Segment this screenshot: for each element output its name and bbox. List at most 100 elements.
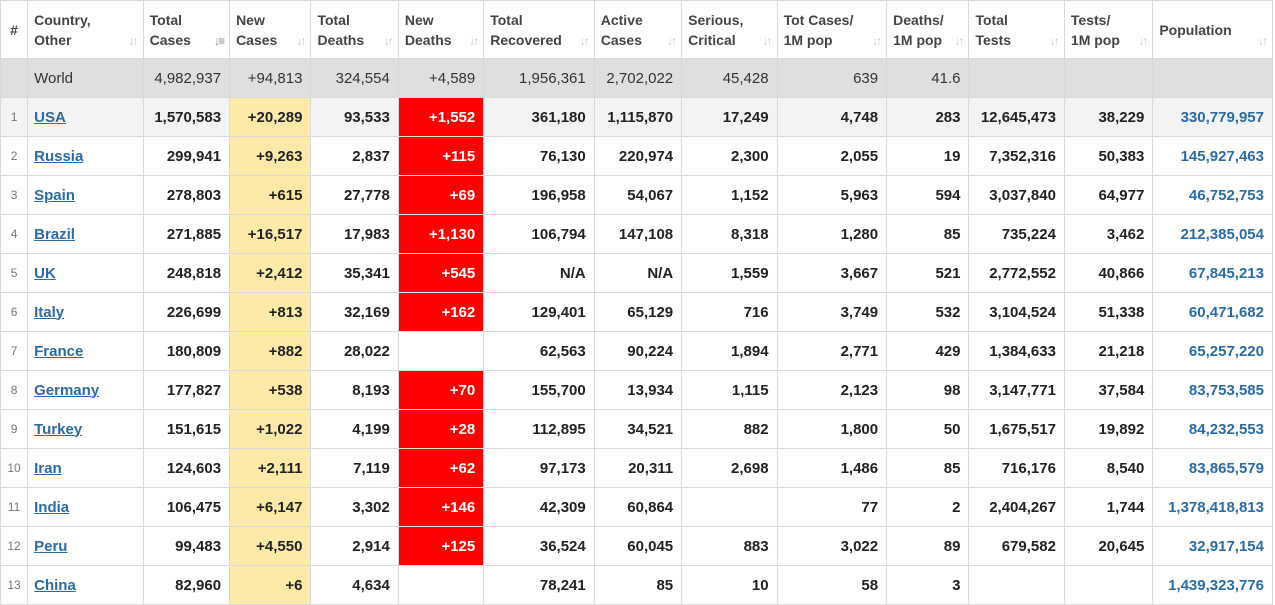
serious-cell: 716: [681, 292, 778, 332]
sort-arrows-icon[interactable]: ↓↑: [383, 34, 394, 48]
new-deaths-cell: [397, 331, 485, 371]
column-header-label: Tests/: [1070, 11, 1111, 28]
sort-arrows-icon[interactable]: ↓↑: [762, 34, 773, 48]
column-header-total-cases[interactable]: Total Cases ↓≡: [142, 0, 231, 59]
country-link[interactable]: India: [34, 498, 70, 516]
total-recovered-cell: 112,895: [483, 409, 595, 449]
country-cell: Turkey: [27, 409, 144, 449]
total-recovered-cell: N/A: [483, 253, 595, 293]
total-tests-cell: 679,582: [968, 526, 1065, 566]
column-header-tests-per-1m[interactable]: Tests/1M pop ↓↑: [1063, 0, 1154, 59]
serious-cell: 1,559: [681, 253, 778, 293]
active-cases-cell: 85: [593, 565, 683, 605]
sort-arrows-icon[interactable]: ↓↑: [128, 34, 139, 48]
country-link[interactable]: Iran: [34, 459, 62, 477]
column-header-deaths-per-1m[interactable]: Deaths/1M pop ↓↑: [886, 0, 970, 59]
total-deaths-cell: 17,983: [310, 214, 399, 254]
total-recovered-cell: 97,173: [483, 448, 595, 488]
tests-per-1m-cell: 38,229: [1063, 97, 1154, 137]
population-cell: 330,779,957: [1152, 97, 1273, 137]
total-tests-cell: 716,176: [968, 448, 1065, 488]
total-tests-cell: 12,645,473: [968, 97, 1065, 137]
sort-arrows-icon[interactable]: ↓↑: [872, 34, 882, 48]
column-header-country[interactable]: Country, Other ↓↑: [27, 0, 144, 59]
column-header-label: Country,: [34, 11, 91, 28]
active-cases-cell: 13,934: [593, 370, 683, 410]
table-body: World 4,982,937 +94,813 324,554 +4,589 1…: [0, 58, 1273, 605]
country-link[interactable]: Turkey: [34, 420, 83, 438]
column-header-label: Tot Cases/: [783, 11, 854, 28]
country-cell: Italy: [27, 292, 144, 332]
total-cases-cell: 177,827: [142, 370, 231, 410]
country-cell: Spain: [27, 175, 144, 215]
column-header-new-deaths[interactable]: New Deaths ↓↑: [397, 0, 485, 59]
column-header-active-cases[interactable]: Active Cases ↓↑: [593, 0, 683, 59]
country-cell: UK: [27, 253, 144, 293]
serious-cell: 1,152: [681, 175, 778, 215]
sort-arrows-icon[interactable]: ↓↑: [1049, 34, 1060, 48]
total-tests-cell: 7,352,316: [968, 136, 1065, 176]
column-header-total-tests[interactable]: Total Tests ↓↑: [968, 0, 1065, 59]
new-deaths-cell: [397, 565, 485, 605]
total-cases-cell: 1,570,583: [142, 97, 231, 137]
population-cell: 212,385,054: [1152, 214, 1273, 254]
column-header-label: Deaths: [317, 31, 365, 48]
column-header-total-deaths[interactable]: Total Deaths ↓↑: [310, 0, 399, 59]
column-header-serious[interactable]: Serious, Critical ↓↑: [681, 0, 778, 59]
total-deaths-cell: 27,778: [310, 175, 399, 215]
new-deaths-cell: +115: [397, 136, 485, 176]
new-cases-cell: +20,289: [229, 97, 312, 137]
country-link[interactable]: France: [34, 342, 84, 360]
column-header-population[interactable]: Population ↓↑: [1152, 0, 1273, 59]
total-tests-cell: 3,037,840: [968, 175, 1065, 215]
sort-descending-icon[interactable]: ↓≡: [214, 34, 225, 48]
country-link[interactable]: Peru: [34, 537, 68, 555]
population-cell: 145,927,463: [1152, 136, 1273, 176]
country-link[interactable]: Italy: [34, 303, 65, 321]
column-header-new-cases[interactable]: New Cases ↓↑: [229, 0, 312, 59]
total-tests-cell: 1,675,517: [968, 409, 1065, 449]
total-tests-cell: 2,772,552: [968, 253, 1065, 293]
table-row: 8 Germany 177,827 +538 8,193 +70 155,700 13,934…: [0, 370, 1273, 410]
column-header-label: Other: [34, 31, 72, 48]
world-population: [1152, 58, 1273, 98]
country-link[interactable]: UK: [34, 264, 56, 282]
total-cases-cell: 180,809: [142, 331, 231, 371]
population-cell: 83,753,585: [1152, 370, 1273, 410]
column-header-cases-per-1m[interactable]: Tot Cases/1M pop ↓↑: [776, 0, 888, 59]
cases-per-1m-cell: 1,280: [776, 214, 888, 254]
total-deaths-cell: 28,022: [310, 331, 399, 371]
new-cases-cell: +9,263: [229, 136, 312, 176]
country-link[interactable]: Spain: [34, 186, 75, 204]
country-link[interactable]: Brazil: [34, 225, 75, 243]
country-link[interactable]: China: [34, 576, 76, 594]
deaths-per-1m-cell: 521: [886, 253, 970, 293]
sort-arrows-icon[interactable]: ↓↑: [1258, 34, 1268, 48]
sort-arrows-icon[interactable]: ↓↑: [667, 34, 677, 48]
deaths-per-1m-cell: 594: [886, 175, 970, 215]
table-header: # Country, Other ↓↑ Total Cases ↓≡ New Cases ↓↑ To…: [0, 0, 1273, 59]
deaths-per-1m-cell: 2: [886, 487, 970, 527]
serious-cell: [681, 487, 778, 527]
column-header-label: 1M pop: [1070, 31, 1120, 48]
world-new-deaths: +4,589: [397, 58, 485, 98]
column-header-label: 1M pop: [893, 31, 943, 48]
world-total-cases: 4,982,937: [142, 58, 231, 98]
world-row: World 4,982,937 +94,813 324,554 +4,589 1…: [0, 58, 1273, 98]
country-link[interactable]: USA: [34, 108, 66, 126]
sort-arrows-icon[interactable]: ↓↑: [1138, 34, 1148, 48]
serious-cell: 1,115: [681, 370, 778, 410]
serious-cell: 2,300: [681, 136, 778, 176]
sort-arrows-icon[interactable]: ↓↑: [296, 34, 306, 48]
sort-arrows-icon[interactable]: ↓↑: [579, 34, 590, 48]
sort-arrows-icon[interactable]: ↓↑: [469, 34, 479, 48]
column-header-total-recovered[interactable]: Total Recovered ↓↑: [483, 0, 595, 59]
country-link[interactable]: Russia: [34, 147, 84, 165]
sort-arrows-icon[interactable]: ↓↑: [954, 34, 964, 48]
column-header-label: Serious,: [688, 11, 744, 28]
total-deaths-cell: 35,341: [310, 253, 399, 293]
new-deaths-cell: +70: [397, 370, 485, 410]
country-link[interactable]: Germany: [34, 381, 100, 399]
deaths-per-1m-cell: 85: [886, 448, 970, 488]
column-header-label: Cases: [236, 31, 278, 48]
